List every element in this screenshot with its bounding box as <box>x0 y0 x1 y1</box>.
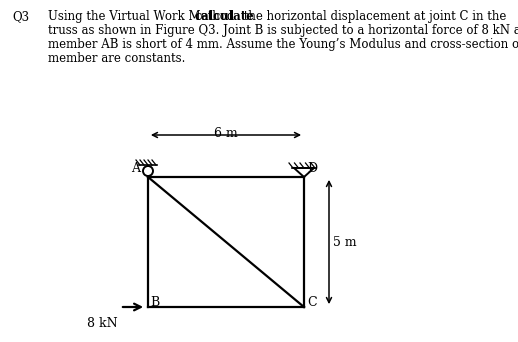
Text: 8 kN: 8 kN <box>88 317 118 330</box>
Text: calculate: calculate <box>194 10 254 23</box>
Text: the horizontal displacement at joint C in the: the horizontal displacement at joint C i… <box>239 10 506 23</box>
Text: Q3: Q3 <box>12 10 29 23</box>
Text: D: D <box>307 162 317 175</box>
Text: A: A <box>131 162 140 175</box>
Text: Using the Virtual Work Method: Using the Virtual Work Method <box>48 10 238 23</box>
Text: B: B <box>150 296 159 309</box>
Text: 6 m: 6 m <box>214 127 238 140</box>
Text: 5 m: 5 m <box>333 236 356 249</box>
Text: member are constants.: member are constants. <box>48 52 185 65</box>
Text: truss as shown in Figure Q3. Joint B is subjected to a horizontal force of 8 kN : truss as shown in Figure Q3. Joint B is … <box>48 24 518 37</box>
Text: member AB is short of 4 mm. Assume the Young’s Modulus and cross-section of each: member AB is short of 4 mm. Assume the Y… <box>48 38 518 51</box>
Text: C: C <box>307 296 316 309</box>
